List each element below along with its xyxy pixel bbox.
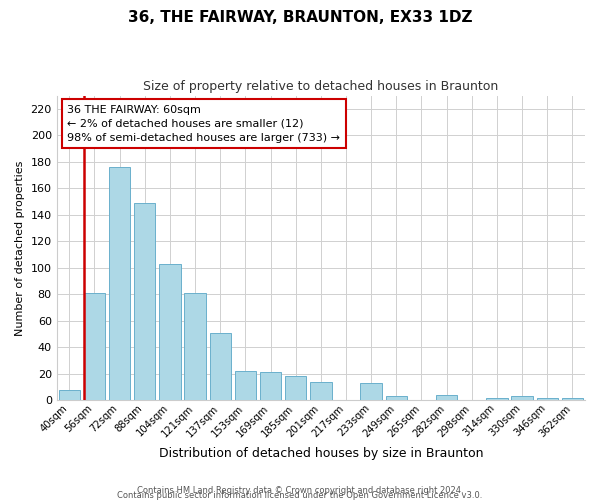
Bar [109, 167, 130, 400]
Bar [536, 398, 558, 400]
Bar [562, 398, 583, 400]
Text: 36, THE FAIRWAY, BRAUNTON, EX33 1DZ: 36, THE FAIRWAY, BRAUNTON, EX33 1DZ [128, 10, 472, 25]
Bar [511, 396, 533, 400]
Bar [59, 390, 80, 400]
Bar [310, 382, 332, 400]
Bar [209, 332, 231, 400]
Bar [486, 398, 508, 400]
Bar [361, 383, 382, 400]
Text: Contains HM Land Registry data © Crown copyright and database right 2024.: Contains HM Land Registry data © Crown c… [137, 486, 463, 495]
Bar [260, 372, 281, 400]
Bar [235, 371, 256, 400]
Text: 36 THE FAIRWAY: 60sqm
← 2% of detached houses are smaller (12)
98% of semi-detac: 36 THE FAIRWAY: 60sqm ← 2% of detached h… [67, 104, 340, 142]
Text: Contains public sector information licensed under the Open Government Licence v3: Contains public sector information licen… [118, 491, 482, 500]
Bar [386, 396, 407, 400]
Bar [184, 293, 206, 401]
Title: Size of property relative to detached houses in Braunton: Size of property relative to detached ho… [143, 80, 499, 93]
Bar [84, 293, 105, 401]
Bar [285, 376, 307, 400]
Bar [159, 264, 181, 400]
Bar [436, 395, 457, 400]
Bar [134, 203, 155, 400]
X-axis label: Distribution of detached houses by size in Braunton: Distribution of detached houses by size … [158, 447, 483, 460]
Y-axis label: Number of detached properties: Number of detached properties [15, 160, 25, 336]
